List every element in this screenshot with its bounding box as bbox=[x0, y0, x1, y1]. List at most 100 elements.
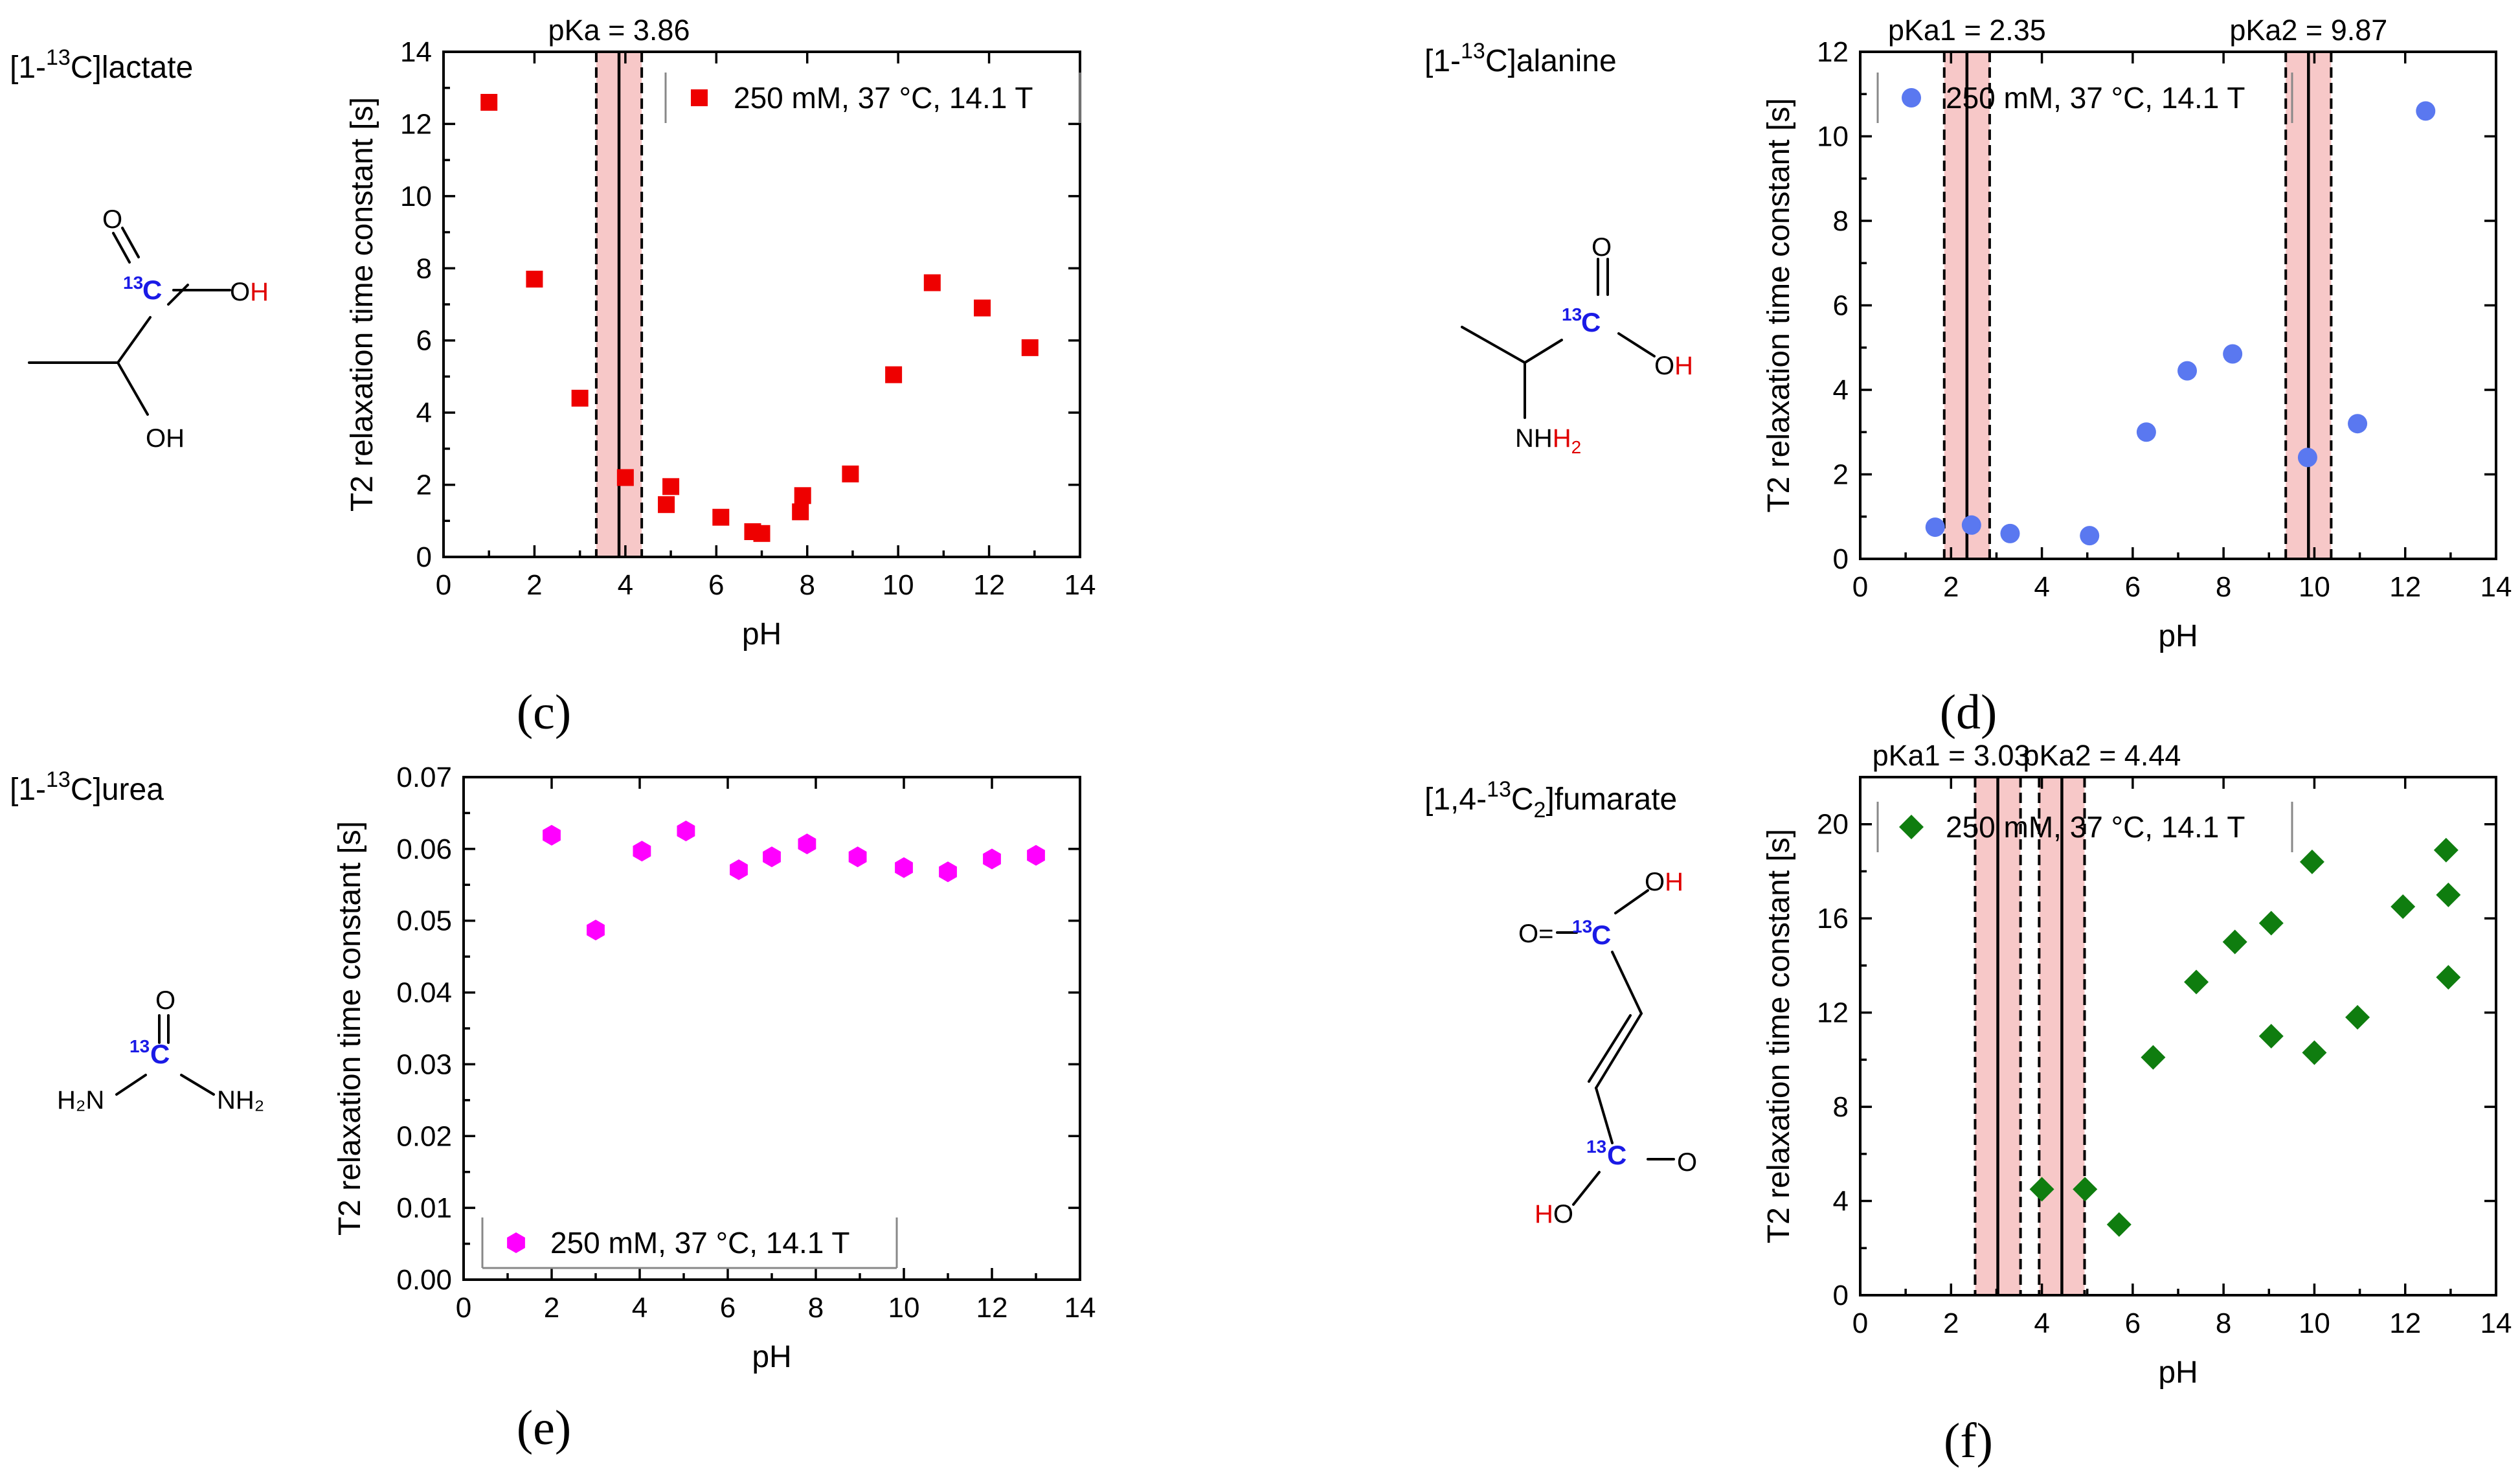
x-tick-label: 2 bbox=[526, 569, 542, 601]
legend-marker bbox=[507, 1232, 525, 1253]
data-point bbox=[2348, 414, 2368, 434]
y-axis-label: T2 relaxation time constant [s] bbox=[345, 97, 379, 512]
y-axis-label: T2 relaxation time constant [s] bbox=[1762, 829, 1796, 1243]
x-tick-label: 8 bbox=[2216, 571, 2231, 603]
legend-marker bbox=[1902, 88, 1921, 108]
y-tick-label: 0.04 bbox=[396, 977, 452, 1009]
x-tick-label: 2 bbox=[1943, 1308, 1959, 1339]
y-tick-label: 0 bbox=[1833, 1280, 1849, 1311]
x-axis-label: pH bbox=[742, 617, 782, 651]
svg-text:O=: O= bbox=[1518, 920, 1553, 948]
x-axis-label: pH bbox=[2158, 619, 2198, 653]
pka-label: pKa1 = 3.03 bbox=[1873, 739, 2031, 772]
data-point bbox=[587, 920, 605, 941]
y-tick-label: 16 bbox=[1817, 903, 1849, 934]
x-tick-label: 0 bbox=[456, 1292, 471, 1324]
data-point bbox=[526, 271, 543, 288]
data-point bbox=[2080, 526, 2100, 546]
data-point bbox=[895, 857, 913, 878]
y-tick-label: 0.02 bbox=[396, 1120, 452, 1152]
x-tick-label: 8 bbox=[799, 569, 815, 601]
compound-name-lactate: [1-13C]lactate bbox=[10, 45, 193, 85]
data-point bbox=[983, 848, 1001, 870]
data-point bbox=[2222, 929, 2247, 955]
svg-text:13: 13 bbox=[1562, 304, 1582, 324]
chart-panel-d: pKa1 = 2.35 pKa2 = 9.87 0 2 4 6 8 10 12 14 0 2 4 6 8 10… bbox=[1762, 14, 2512, 740]
data-point bbox=[2436, 965, 2461, 990]
svg-text:O: O bbox=[1677, 1148, 1697, 1177]
data-point bbox=[1961, 515, 1981, 535]
y-tick-label: 0 bbox=[1833, 543, 1849, 575]
svg-text:OH: OH bbox=[1645, 868, 1683, 896]
data-point bbox=[2345, 1004, 2370, 1030]
x-tick-label: 0 bbox=[1852, 571, 1868, 603]
legend-label: 250 mM, 37 °C, 14.1 T bbox=[1946, 810, 2245, 844]
y-tick-label: 2 bbox=[416, 470, 432, 501]
svg-text:NH₂: NH₂ bbox=[217, 1086, 264, 1115]
legend-label: 250 mM, 37 °C, 14.1 T bbox=[550, 1226, 849, 1260]
y-tick-label: 0.01 bbox=[396, 1192, 452, 1224]
svg-text:O: O bbox=[102, 205, 122, 234]
svg-text:13: 13 bbox=[123, 273, 143, 293]
y-tick-label: 6 bbox=[416, 325, 432, 357]
y-tick-label: 6 bbox=[1833, 290, 1849, 322]
y-tick-label: 4 bbox=[1833, 1186, 1849, 1217]
panel-label: (f) bbox=[1944, 1414, 1993, 1468]
data-point bbox=[543, 824, 561, 846]
compound-name-urea: [1-13C]urea bbox=[10, 767, 164, 807]
y-tick-label: 12 bbox=[1817, 997, 1849, 1029]
x-tick-label: 0 bbox=[436, 569, 451, 601]
x-tick-label: 8 bbox=[2216, 1308, 2231, 1339]
data-point bbox=[794, 487, 811, 504]
y-tick-label: 0.00 bbox=[396, 1264, 452, 1296]
data-point bbox=[2299, 849, 2324, 874]
x-tick-label: 4 bbox=[2034, 1308, 2049, 1339]
data-point bbox=[480, 94, 498, 111]
data-point bbox=[730, 859, 748, 880]
panel-label: (e) bbox=[517, 1401, 571, 1455]
svg-text:HO: HO bbox=[1535, 1200, 1573, 1228]
y-tick-label: 10 bbox=[400, 181, 432, 212]
data-point bbox=[2416, 101, 2436, 121]
data-point bbox=[712, 508, 730, 526]
y-tick-label: 14 bbox=[400, 36, 432, 68]
data-point bbox=[2436, 882, 2461, 907]
data-point bbox=[1027, 844, 1045, 866]
data-point bbox=[2000, 523, 2020, 543]
y-axis-label: T2 relaxation time constant [s] bbox=[1762, 98, 1796, 512]
data-point bbox=[798, 833, 816, 855]
x-tick-label: 0 bbox=[1852, 1308, 1868, 1339]
data-point bbox=[2297, 447, 2317, 468]
data-point bbox=[763, 846, 781, 868]
y-tick-label: 2 bbox=[1833, 459, 1849, 491]
x-tick-label: 14 bbox=[2481, 1308, 2512, 1339]
data-point bbox=[2258, 1024, 2284, 1048]
data-point bbox=[677, 821, 695, 842]
legend-label: 250 mM, 37 °C, 14.1 T bbox=[1946, 81, 2245, 115]
x-tick-label: 14 bbox=[1064, 1292, 1096, 1324]
urea-structure: O 13 C H₂N NH₂ bbox=[57, 986, 264, 1115]
svg-text:O: O bbox=[1592, 233, 1612, 262]
x-tick-label: 12 bbox=[976, 1292, 1008, 1324]
svg-text:C: C bbox=[142, 275, 162, 305]
x-tick-label: 10 bbox=[888, 1292, 920, 1324]
svg-text:NHH2: NHH2 bbox=[1515, 424, 1581, 457]
svg-text:O: O bbox=[155, 986, 175, 1015]
data-point bbox=[792, 503, 809, 521]
x-tick-label: 2 bbox=[1943, 571, 1959, 603]
svg-text:C: C bbox=[1607, 1140, 1626, 1170]
x-tick-label: 12 bbox=[973, 569, 1005, 601]
x-tick-label: 2 bbox=[544, 1292, 559, 1324]
x-tick-label: 6 bbox=[2125, 1308, 2141, 1339]
data-point bbox=[2223, 344, 2243, 364]
y-tick-label: 0.07 bbox=[396, 762, 452, 793]
data-point bbox=[885, 366, 903, 383]
chart-panel-c: pKa = 3.86 0 2 4 6 8 10 12 14 0 2 4 6 8 10 12 14 pH T2 rel… bbox=[345, 14, 1096, 740]
data-point bbox=[2136, 422, 2156, 442]
y-tick-label: 8 bbox=[1833, 205, 1849, 237]
svg-text:13: 13 bbox=[129, 1036, 150, 1056]
x-tick-label: 8 bbox=[808, 1292, 824, 1324]
pka-label: pKa1 = 2.35 bbox=[1888, 14, 2046, 47]
x-tick-label: 10 bbox=[883, 569, 914, 601]
